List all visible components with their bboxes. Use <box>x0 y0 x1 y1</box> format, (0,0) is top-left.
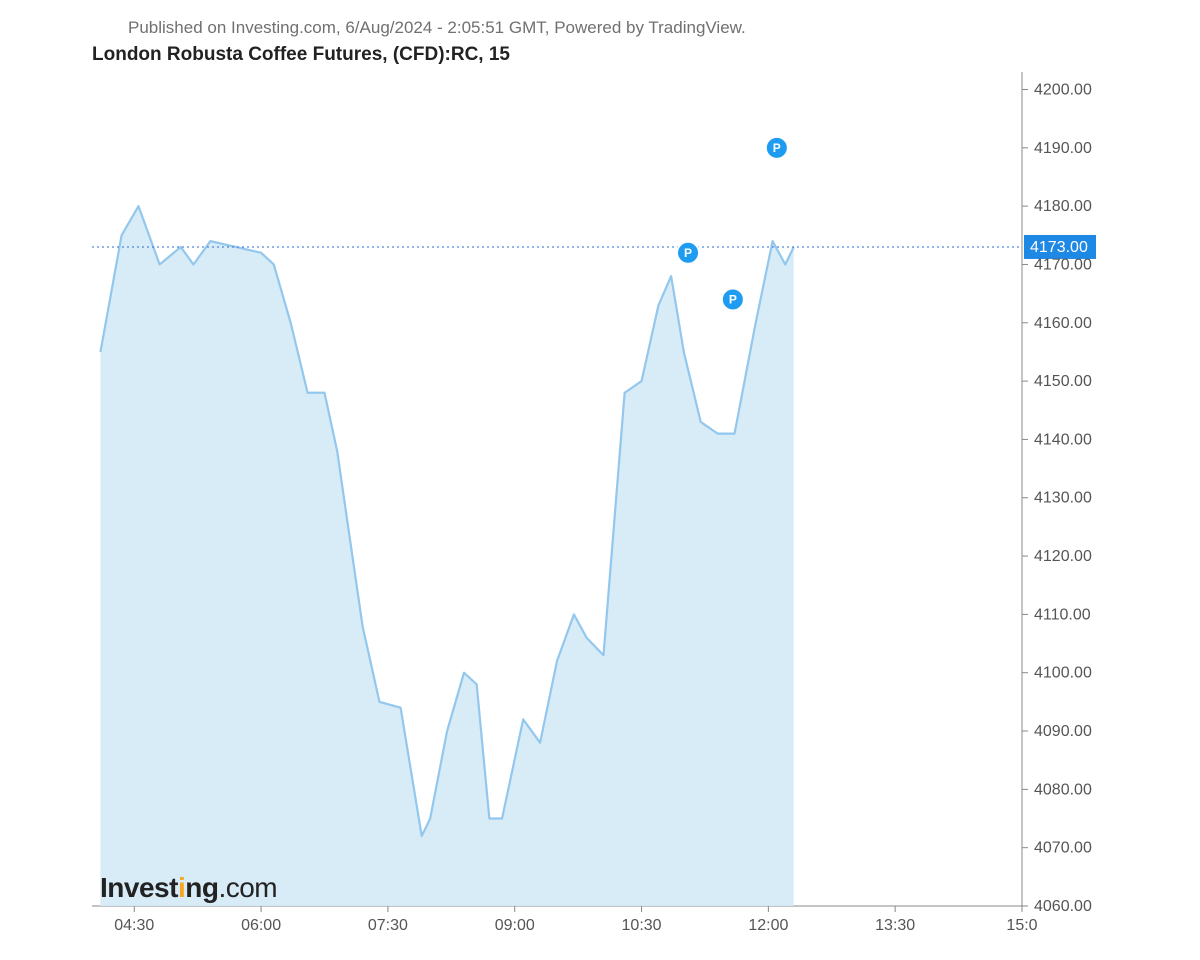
price-chart: 4173.00 P P P 4060.00 4070.00 4080.00 4090.00… <box>0 0 1200 960</box>
x-tick-label: 04:30 <box>114 917 154 934</box>
y-tick-label: 4180.00 <box>1034 198 1092 215</box>
x-tick-label: 06:00 <box>241 917 281 934</box>
x-tick-label: 13:30 <box>875 917 915 934</box>
y-tick-label: 4110.00 <box>1034 606 1091 623</box>
y-tick-label: 4200.00 <box>1034 81 1092 98</box>
price-area <box>100 206 793 906</box>
x-tick-label: 09:00 <box>495 917 535 934</box>
x-tick-label: 12:00 <box>748 917 788 934</box>
y-tick-label: 4130.00 <box>1034 490 1092 507</box>
y-tick-label: 4060.00 <box>1034 898 1092 915</box>
investing-logo: Investing.com <box>100 872 277 904</box>
y-tick-label: 4080.00 <box>1034 781 1092 798</box>
y-tick-label: 4190.00 <box>1034 140 1092 157</box>
watermark-com: .com <box>218 872 277 903</box>
p-marker-label: P <box>773 141 781 155</box>
x-tick-label: 10:30 <box>622 917 662 934</box>
y-tick-label: 4070.00 <box>1034 840 1092 857</box>
chart-container: Published on Investing.com, 6/Aug/2024 -… <box>0 0 1200 960</box>
p-marker-label: P <box>684 246 692 260</box>
y-tick-label: 4090.00 <box>1034 723 1092 740</box>
y-tick-label: 4170.00 <box>1034 256 1092 273</box>
x-tick-label: 15:0 <box>1006 917 1037 934</box>
y-tick-label: 4120.00 <box>1034 548 1092 565</box>
y-tick-label: 4160.00 <box>1034 315 1092 332</box>
p-marker-label: P <box>729 292 737 306</box>
current-price-label: 4173.00 <box>1030 239 1088 256</box>
watermark-main: Investing <box>100 872 218 903</box>
y-tick-label: 4140.00 <box>1034 431 1092 448</box>
y-tick-label: 4150.00 <box>1034 373 1092 390</box>
x-tick-label: 07:30 <box>368 917 408 934</box>
y-tick-label: 4100.00 <box>1034 665 1092 682</box>
watermark-dot: i <box>178 872 185 903</box>
